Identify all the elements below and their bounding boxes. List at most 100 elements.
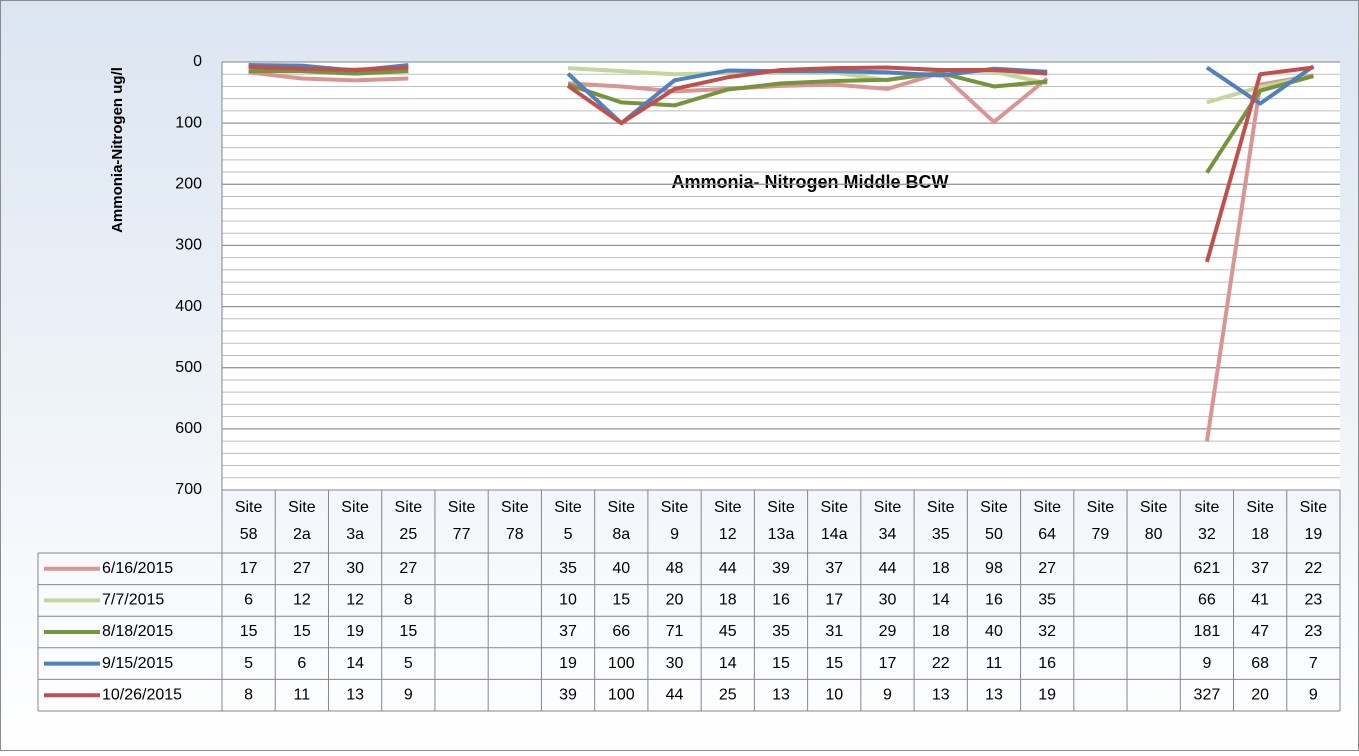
table-value: 14 [719,655,737,672]
table-value: 327 [1194,686,1221,703]
table-value: 68 [1251,655,1269,672]
table-value: 15 [612,592,630,609]
x-tick-label: Site 64 [1033,499,1061,543]
table-value: 12 [293,592,311,609]
x-tick-label: Site 80 [1140,499,1168,543]
table-value: 15 [240,623,258,640]
table-value: 66 [1198,592,1216,609]
table-value: 9 [1309,686,1318,703]
table-value: 41 [1251,592,1269,609]
table-value: 20 [1251,686,1269,703]
table-value: 13 [985,686,1003,703]
table-value: 31 [825,623,843,640]
x-tick-label: Site 35 [927,499,955,543]
x-tick-label: Site 18 [1246,499,1274,543]
series-line [1204,65,1314,263]
table-value: 12 [346,592,364,609]
table-value: 30 [346,560,364,577]
table-value: 35 [559,560,577,577]
x-tick-label: Site 79 [1087,499,1115,543]
table-value: 47 [1251,623,1269,640]
table-value: 16 [1038,655,1056,672]
table-value: 30 [666,655,684,672]
table-value: 27 [1038,560,1056,577]
x-tick-label: Site 58 [235,499,263,543]
series-line [248,70,409,83]
series-line [566,65,1048,126]
table-value: 6 [244,592,253,609]
table-value: 19 [559,655,577,672]
table-value: 39 [559,686,577,703]
legend-label: 10/26/2015 [102,686,182,703]
table-value: 14 [932,592,950,609]
table-value: 22 [932,655,950,672]
legend-label: 7/7/2015 [102,592,164,609]
table-value: 100 [608,655,635,672]
table-value: 100 [608,686,635,703]
table-value: 13 [932,686,950,703]
table-value: 9 [883,686,892,703]
x-tick-label: Site 77 [448,499,476,543]
table-value: 27 [293,560,311,577]
table-value: 40 [985,623,1003,640]
legend-label: 8/18/2015 [102,623,173,640]
x-tick-label: Site 3a [341,499,369,543]
table-value: 11 [986,655,1003,672]
y-tick-label: 400 [175,298,202,315]
series-line [248,64,409,72]
x-tick-label: Site 13a [767,499,795,543]
x-tick-label: site 32 [1194,499,1219,543]
table-value: 17 [879,655,897,672]
y-tick-label: 100 [175,114,202,131]
table-value: 27 [399,560,417,577]
table-value: 10 [825,686,843,703]
x-tick-label: Site 8a [607,499,635,543]
x-tick-label: Site 12 [714,499,742,543]
table-value: 16 [772,592,790,609]
table-value: 23 [1304,623,1322,640]
table-value: 44 [666,686,684,703]
table-value: 8 [244,686,253,703]
plot-area [222,62,1340,490]
table-value: 18 [932,623,950,640]
table-value: 11 [294,686,311,703]
table-value: 10 [559,592,577,609]
y-tick-label: 300 [175,237,202,254]
table-value: 5 [404,655,413,672]
table-value: 48 [666,560,684,577]
table-value: 37 [559,623,577,640]
y-tick-label: 500 [175,359,202,376]
table-value: 37 [1251,560,1269,577]
x-tick-label: Site 50 [980,499,1008,543]
table-value: 5 [244,655,253,672]
table-value: 621 [1194,560,1221,577]
table-value: 23 [1304,592,1322,609]
x-tick-label: Site 78 [501,499,529,543]
x-tick-label: Site 25 [395,499,423,543]
table-value: 9 [404,686,413,703]
y-tick-label: 200 [175,176,202,193]
chart-title: Ammonia- Nitrogen Middle BCW [672,172,949,192]
series-line [1205,64,1315,106]
table-value: 15 [293,623,311,640]
table-value: 19 [346,623,364,640]
table-value: 17 [240,560,258,577]
table-value: 18 [719,592,737,609]
table-value: 35 [1038,592,1056,609]
x-tick-label: Site 34 [874,499,902,543]
y-tick-label: 0 [193,53,202,70]
table-value: 39 [772,560,790,577]
table-value: 45 [719,623,737,640]
series-line [248,69,409,76]
table-value: 17 [825,592,843,609]
table-value: 19 [1038,686,1056,703]
table-value: 20 [666,592,684,609]
x-tick-label: Site 14a [820,499,848,543]
table-value: 44 [879,560,897,577]
y-tick-label: 600 [175,420,202,437]
table-value: 13 [346,686,364,703]
table-value: 13 [772,686,790,703]
table-value: 15 [772,655,790,672]
table-value: 71 [666,623,684,640]
